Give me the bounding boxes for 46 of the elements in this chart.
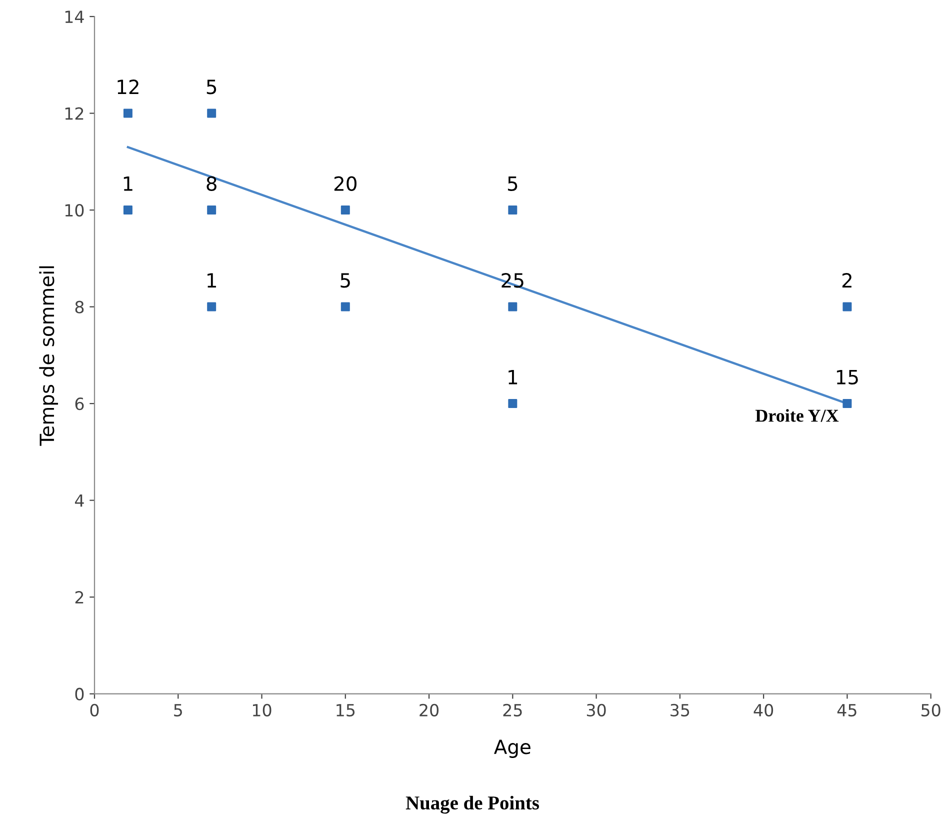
x-tick-label: 40 <box>754 704 774 716</box>
y-tick-label: 2 <box>75 591 84 604</box>
y-tick-label: 8 <box>75 300 84 314</box>
annotation: Droite Y/X <box>755 409 839 422</box>
annotation: 8 <box>206 176 216 191</box>
y-tick-label: 6 <box>75 398 84 410</box>
x-tick-label: 5 <box>174 704 182 716</box>
annotation: 5 <box>206 80 216 94</box>
point <box>207 302 216 312</box>
y-tick-label: 4 <box>74 494 84 507</box>
annotation: 1 <box>124 176 132 191</box>
point <box>207 108 216 118</box>
point <box>508 206 518 215</box>
point <box>340 302 350 312</box>
x-tick-label: 0 <box>90 704 99 716</box>
x-tick-label: 25 <box>503 704 522 716</box>
y-tick-label: 12 <box>65 107 84 120</box>
annotation: 1 <box>208 273 216 288</box>
text: Nuage de Points <box>406 796 540 814</box>
point <box>123 108 132 118</box>
point <box>123 206 132 215</box>
annotation: 5 <box>508 176 518 191</box>
point <box>508 399 518 408</box>
y-tick-label: 14 <box>65 10 84 23</box>
y-tick-label: 0 <box>75 688 84 700</box>
point <box>842 302 852 312</box>
annotation: 1 <box>508 370 518 384</box>
point <box>508 302 518 312</box>
point <box>842 399 852 408</box>
annotation: 12 <box>118 80 138 94</box>
x-axis-title: Age <box>494 740 530 758</box>
annotation: 15 <box>836 370 858 385</box>
annotation: 20 <box>334 176 356 191</box>
x-tick-label: 45 <box>837 704 856 716</box>
y-tick-label: 10 <box>65 204 84 217</box>
x-tick-label: 10 <box>252 704 272 716</box>
y-axis-title: Temps de sommeil <box>39 266 58 446</box>
x-tick-label: 35 <box>670 704 690 716</box>
x-tick-label: 20 <box>420 704 439 716</box>
x-tick-label: 15 <box>336 704 355 716</box>
point <box>340 206 350 215</box>
x-tick-label: 30 <box>586 704 606 716</box>
x-tick-label: 50 <box>922 704 940 716</box>
point <box>207 206 216 215</box>
annotation: 5 <box>340 273 350 288</box>
annotation: 2 <box>842 273 852 288</box>
